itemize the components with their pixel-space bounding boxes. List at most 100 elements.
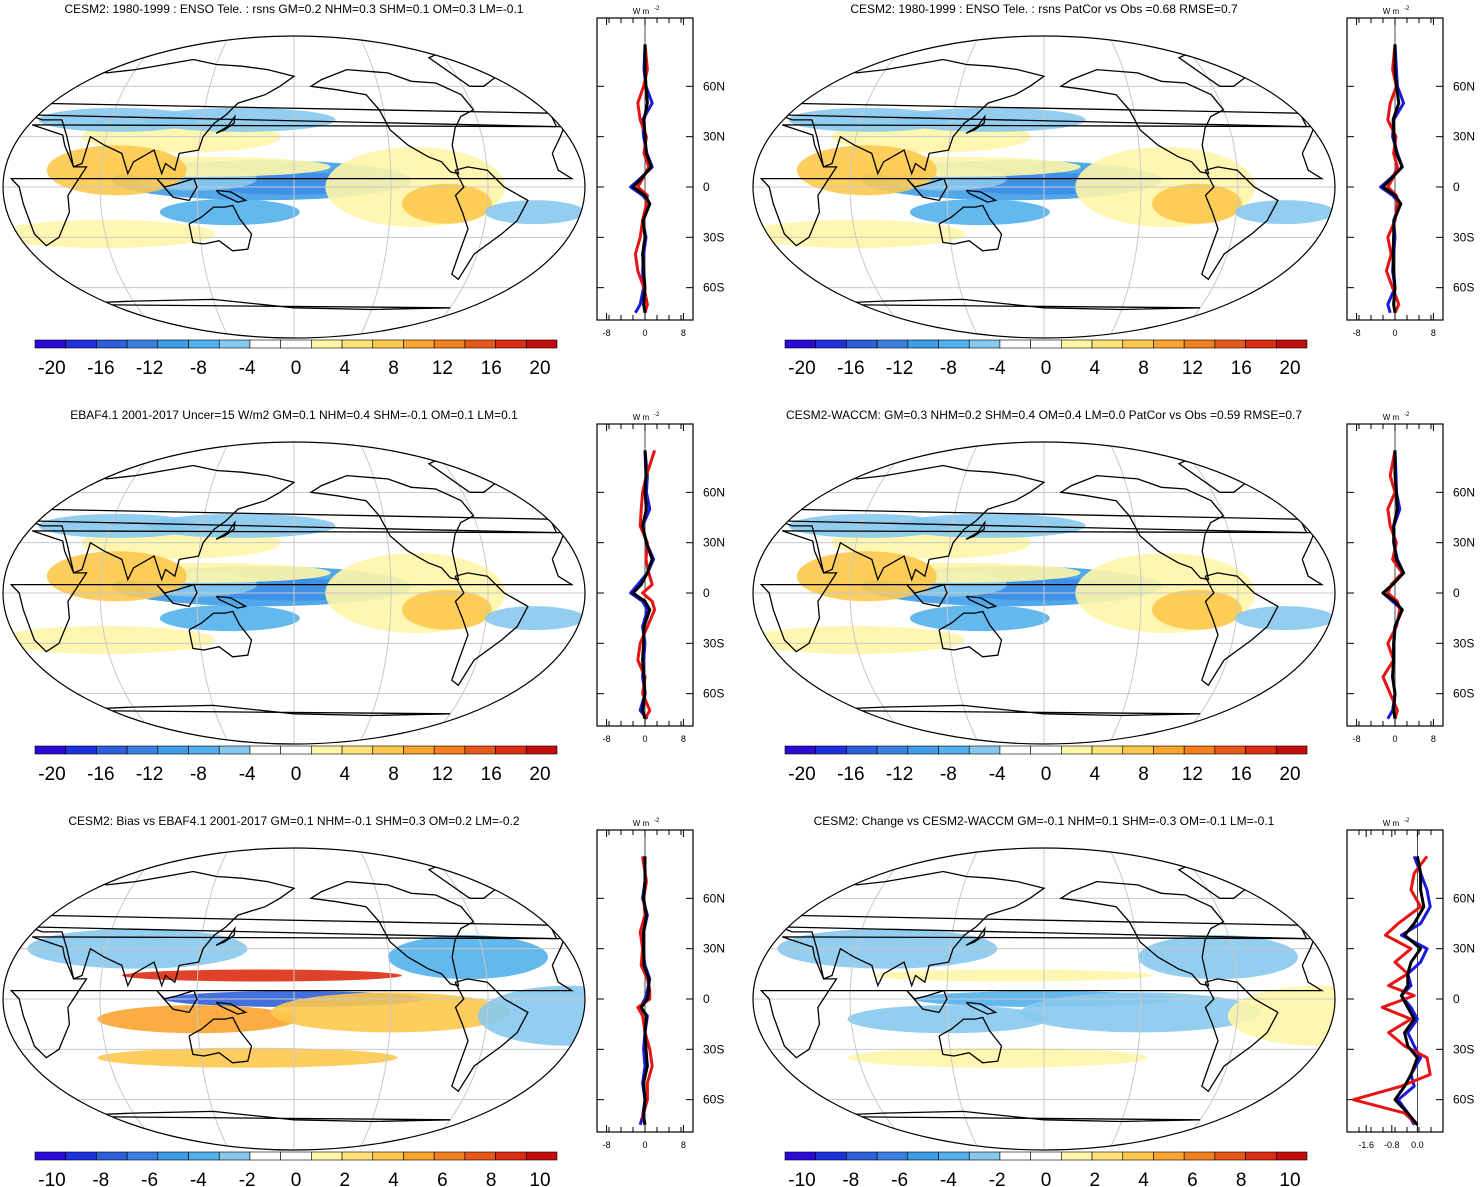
colorbar-swatch <box>495 745 527 755</box>
unit-superscript: -2 <box>654 818 660 824</box>
colorbar-swatch <box>1153 1151 1185 1161</box>
colorbar-swatch <box>433 339 466 349</box>
colorbar-swatch <box>846 339 878 349</box>
y-tick-label: 30N <box>1453 942 1475 956</box>
colorbar-label: 12 <box>432 764 453 785</box>
anomaly-patch <box>159 605 300 632</box>
colorbar-label: -2 <box>239 1170 256 1187</box>
colorbar-label: 0 <box>1041 1170 1052 1187</box>
coastline <box>906 583 948 608</box>
longitude-line <box>423 848 489 1150</box>
x-tick-label: -0.8 <box>1384 1140 1400 1150</box>
coastline <box>188 1016 253 1064</box>
colorbar-label: -20 <box>38 764 65 785</box>
colorbar-label: -8 <box>190 358 207 379</box>
anomaly-patch <box>796 551 937 602</box>
unit-superscript: -2 <box>1404 412 1410 418</box>
colorbar-swatch <box>1091 745 1124 755</box>
panel-title: CESM2: 1980-1999 : ENSO Tele. : rsns Pat… <box>850 2 1238 16</box>
colorbar-swatch <box>968 1151 1001 1161</box>
x-tick-label: -8 <box>603 328 611 338</box>
colorbar-label: 12 <box>1182 358 1203 379</box>
colorbar-swatch <box>65 1151 97 1161</box>
colorbar-swatch <box>1275 745 1308 755</box>
coastline <box>215 114 236 134</box>
y-tick-label: 30S <box>1453 230 1474 244</box>
coastline <box>1059 474 1225 581</box>
colorbar-swatch <box>1275 1151 1308 1161</box>
colorbar-swatch <box>280 745 312 755</box>
colorbar-label: -8 <box>92 1170 109 1187</box>
colorbar-swatch <box>846 1151 878 1161</box>
map-border <box>2 847 586 1151</box>
coastline <box>309 474 475 581</box>
colorbar-swatch <box>1122 745 1154 755</box>
colorbar: -20 -16 -12 -8 -4 0 4 8 12 16 20 <box>34 745 558 785</box>
map <box>2 35 586 339</box>
colorbar-swatch <box>1183 1151 1216 1161</box>
colorbar-label: 2 <box>1090 1170 1101 1187</box>
anomaly-patch <box>159 199 300 226</box>
anomaly-patch <box>1138 935 1299 980</box>
x-tick-label: -8 <box>603 734 611 744</box>
coastline <box>759 124 1325 247</box>
unit-superscript: -2 <box>654 412 660 418</box>
colorbar-swatch <box>999 339 1031 349</box>
colorbar-swatch <box>126 745 159 755</box>
colorbar-swatch <box>218 339 251 349</box>
zonal-profile: -1.6 -0.8 0.0 60N 30N 0 30S 60S W m -2 <box>1346 818 1475 1150</box>
colorbar-label: 0 <box>1041 358 1052 379</box>
colorbar-swatch <box>433 745 466 755</box>
colorbar-swatch <box>34 745 67 755</box>
zonal-profile: -8 0 8 60N 30N 0 30S 60S W m -2 <box>1346 6 1475 338</box>
colorbar-label: -4 <box>989 358 1006 379</box>
x-tick-label: -1.6 <box>1358 1140 1374 1150</box>
longitude-line <box>849 848 915 1150</box>
colorbar-label: 12 <box>1182 764 1203 785</box>
y-tick-label: 30N <box>703 942 725 956</box>
colorbar-label: 8 <box>388 764 399 785</box>
coastline <box>965 520 986 540</box>
colorbar-swatch <box>876 339 909 349</box>
coastline <box>215 1001 248 1015</box>
longitude-line <box>1108 442 1142 744</box>
longitude-line <box>358 848 392 1150</box>
x-tick-label: 0 <box>642 328 647 338</box>
y-tick-label: 30N <box>703 130 725 144</box>
colorbar-swatch <box>433 1151 466 1161</box>
panel-6: CESM2: Change vs CESM2-WACCM GM=-0.1 NHM… <box>752 814 1475 1187</box>
colorbar-swatch <box>218 745 251 755</box>
colorbar-swatch <box>525 339 558 349</box>
y-tick-label: 60S <box>1453 281 1474 295</box>
colorbar-swatch <box>1214 339 1246 349</box>
profile-line-zonal <box>1381 44 1404 314</box>
colorbar-swatch <box>907 745 939 755</box>
colorbar-swatch <box>1153 745 1185 755</box>
unit-superscript: -2 <box>654 6 660 12</box>
graticule <box>753 36 1335 338</box>
longitude-line <box>358 442 392 744</box>
colorbar-swatch <box>1214 745 1246 755</box>
colorbar-swatch <box>495 339 527 349</box>
y-tick-label: 0 <box>1453 180 1460 194</box>
unit-label: W m <box>633 7 650 16</box>
coastline <box>759 936 1325 1059</box>
colorbar-label: 8 <box>1138 764 1149 785</box>
profile-line-zonal <box>1381 450 1406 720</box>
anomaly-patch <box>1227 985 1335 1046</box>
profile-line-zonal <box>631 450 654 720</box>
colorbar-swatch <box>403 1151 435 1161</box>
colorbar-label: 20 <box>529 764 550 785</box>
colorbar-swatch <box>968 339 1001 349</box>
colorbar-swatch <box>65 339 97 349</box>
y-tick-label: 60N <box>1453 79 1475 93</box>
profile-line-land <box>633 44 651 314</box>
colorbar-swatch <box>188 745 220 755</box>
colorbar-label: -10 <box>38 1170 65 1187</box>
colorbar-label: -4 <box>989 764 1006 785</box>
coastline <box>759 530 1325 653</box>
colorbar-label: -4 <box>239 358 256 379</box>
colorbar-swatch <box>938 1151 970 1161</box>
profile-line-land <box>1351 855 1432 1126</box>
colorbar-label: 8 <box>1138 358 1149 379</box>
